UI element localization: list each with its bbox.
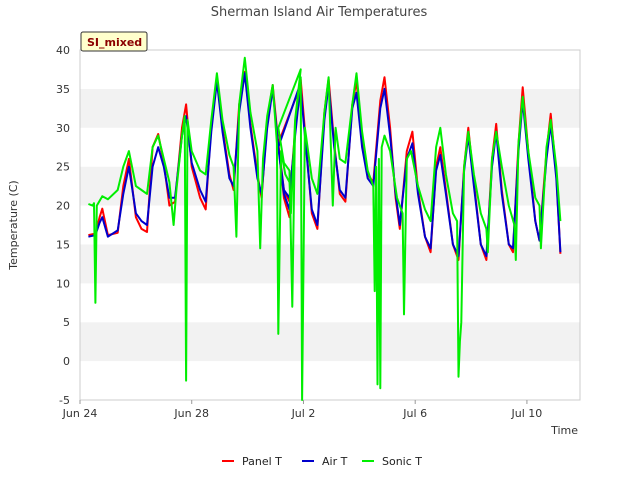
legend: Panel T Air T Sonic T: [222, 455, 422, 468]
series-layer: [88, 56, 562, 401]
grid-band: [80, 205, 580, 245]
legend-label-panel-t: Panel T: [242, 455, 282, 468]
chart-title: Sherman Island Air Temperatures: [211, 5, 428, 20]
y-tick-label: 5: [63, 316, 70, 329]
site-badge-label: SI_mixed: [87, 36, 142, 49]
series-line-air-t: [88, 72, 562, 258]
grid-band: [80, 322, 580, 362]
legend-label-sonic-t: Sonic T: [382, 455, 422, 468]
grid-band: [80, 361, 580, 400]
y-tick-label: 25: [56, 161, 70, 174]
grid-band: [80, 166, 580, 206]
grid-band: [80, 50, 580, 89]
y-tick-label: -5: [59, 394, 70, 407]
x-tick-label: Jul 2: [291, 407, 316, 420]
x-tick-label: Jul 10: [511, 407, 543, 420]
y-tick-label: 35: [56, 83, 70, 96]
legend-label-air-t: Air T: [322, 455, 348, 468]
y-tick-label: 40: [56, 44, 70, 57]
y-tick-label: 30: [56, 122, 70, 135]
y-axis: -5 0 5 10 15 20 25 30 35 40: [56, 44, 70, 407]
plot-frame: [79, 49, 581, 401]
y-axis-title: Temperature (C): [7, 180, 20, 270]
x-axis-title: Time: [550, 424, 578, 437]
x-tick-label: Jul 6: [402, 407, 427, 420]
grid-band: [80, 244, 580, 284]
x-axis: Jun 24 Jun 28 Jul 2 Jul 6 Jul 10: [62, 400, 543, 420]
y-tick-label: 20: [56, 200, 70, 213]
site-badge: SI_mixed: [80, 31, 148, 52]
x-tick-label: Jun 28: [173, 407, 209, 420]
grid-band: [80, 283, 580, 323]
y-tick-label: 0: [63, 355, 70, 368]
site-badge-box: [80, 31, 148, 52]
series-line-sonic-t: [88, 56, 562, 401]
y-tick-label: 15: [56, 238, 70, 251]
y-tick-label: 10: [56, 277, 70, 290]
x-tick-label: Jun 24: [62, 407, 98, 420]
